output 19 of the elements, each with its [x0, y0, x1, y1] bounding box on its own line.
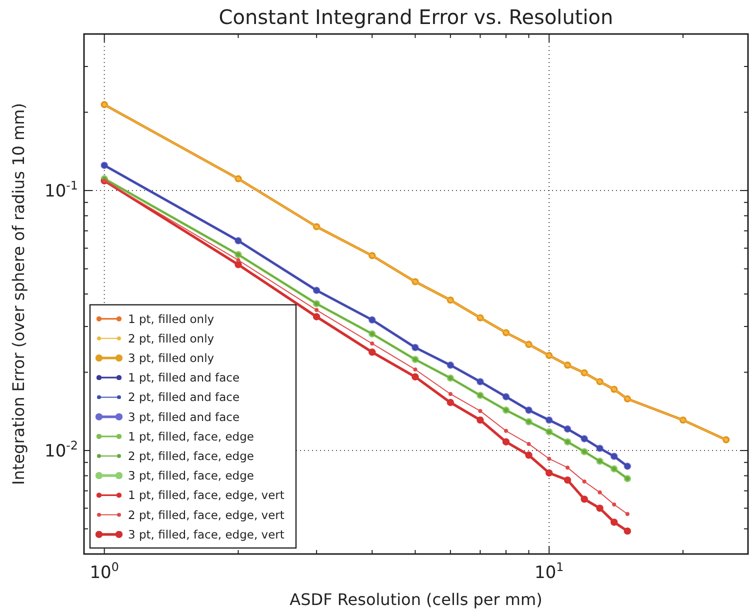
x-tick-label: 10$^{1}$ [534, 560, 564, 583]
legend-label: 3 pt, filled and face [128, 410, 240, 424]
legend-label: 1 pt, filled, face, edge, vert [128, 488, 285, 502]
legend-label: 1 pt, filled, face, edge [128, 429, 254, 444]
legend-label: 2 pt, filled, face, edge, vert [128, 508, 285, 522]
x-axis-title: ASDF Resolution (cells per mm) [290, 590, 542, 609]
legend-label: 2 pt, filled, face, edge [128, 449, 254, 463]
y-axis-title: Integration Error (over sphere of radius 10 mm) [9, 103, 28, 485]
legend-label: 3 pt, filled, face, edge [128, 468, 254, 483]
legend-label: 1 pt, filled only [128, 312, 214, 326]
x-tick-label: 10$^{0}$ [90, 560, 119, 583]
legend-label: 2 pt, filled and face [128, 390, 240, 404]
legend-label: 2 pt, filled only [128, 331, 214, 346]
y-tick-label: 10$^{-1}$ [44, 178, 78, 202]
chart-title: Constant Integrand Error vs. Resolution [218, 5, 614, 29]
legend-label: 3 pt, filled only [128, 351, 214, 365]
y-tick-label: 10$^{-2}$ [44, 438, 78, 462]
legend-label: 1 pt, filled and face [128, 370, 240, 385]
legend-label: 3 pt, filled, face, edge, vert [128, 527, 285, 542]
